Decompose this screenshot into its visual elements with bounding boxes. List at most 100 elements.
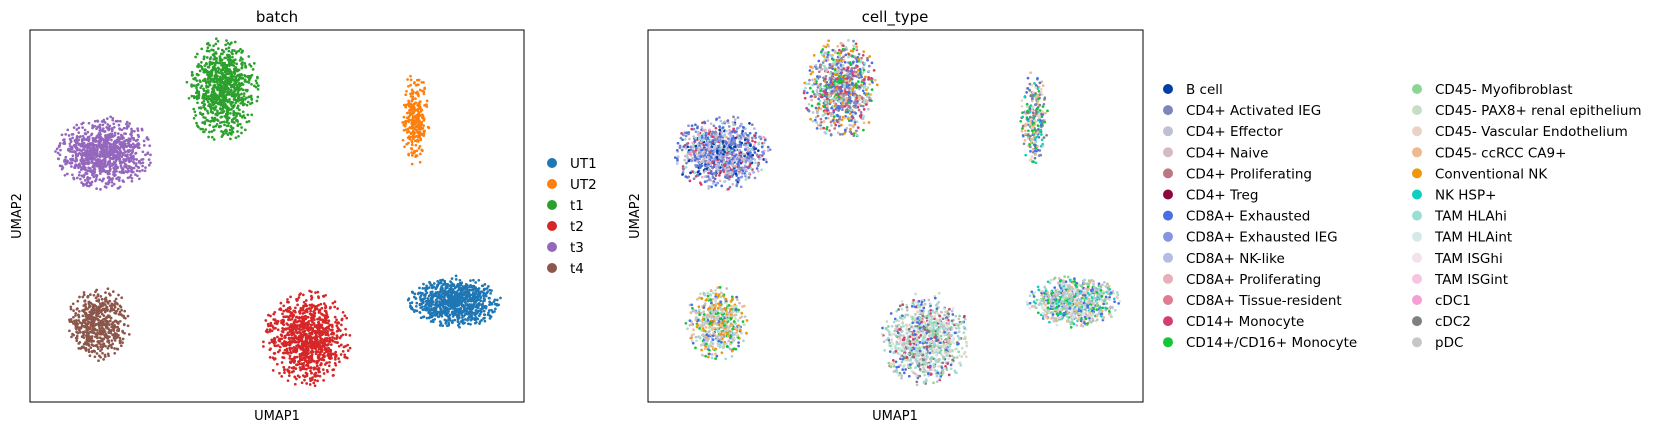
point-t4 <box>101 307 105 311</box>
point-t3 <box>99 135 103 139</box>
point-t4 <box>89 346 93 349</box>
point-t2 <box>313 336 316 339</box>
point-t1 <box>216 47 220 50</box>
point-t1 <box>212 103 215 107</box>
point-ut2 <box>405 89 408 93</box>
point-t4 <box>118 336 122 340</box>
point-ut1 <box>439 322 443 325</box>
point-t3 <box>95 135 99 138</box>
point-t4 <box>101 351 104 355</box>
point-t3 <box>143 169 147 173</box>
point-ut1 <box>441 278 445 282</box>
point-t1 <box>191 73 194 77</box>
point-t3 <box>114 144 118 148</box>
point-t2 <box>323 321 327 324</box>
point-t1 <box>203 122 207 126</box>
point-ut1 <box>471 288 475 292</box>
point-t3 <box>87 161 91 165</box>
point-t1 <box>222 63 226 67</box>
point-t3 <box>129 155 133 159</box>
cluster-points <box>406 274 502 329</box>
point-t4 <box>120 308 123 312</box>
point-t4 <box>85 323 89 327</box>
point-t1 <box>207 81 211 85</box>
point-t1 <box>227 80 231 84</box>
point-t2 <box>308 332 312 335</box>
point-t3 <box>78 151 81 155</box>
point-ut2 <box>422 124 425 127</box>
point-t1 <box>202 93 205 96</box>
point-t2 <box>318 374 322 378</box>
point-t1 <box>232 110 236 113</box>
point-t2 <box>304 348 308 351</box>
point-t1 <box>212 138 216 141</box>
point-t1 <box>213 57 217 61</box>
point-t1 <box>222 88 226 92</box>
point-t4 <box>75 330 78 334</box>
point-t2 <box>270 329 274 333</box>
point-t1 <box>241 100 245 104</box>
point-ut1 <box>465 291 468 294</box>
point-ut2 <box>408 113 412 117</box>
point-t2 <box>312 359 315 363</box>
point-ut2 <box>407 120 411 124</box>
point-t1 <box>192 84 196 87</box>
point-t3 <box>82 141 86 145</box>
point-t1 <box>192 95 196 98</box>
point-t2 <box>312 381 316 385</box>
point-t4 <box>95 313 99 317</box>
point-t2 <box>309 366 313 369</box>
point-t2 <box>308 377 312 380</box>
point-ut1 <box>483 319 487 323</box>
point-t4 <box>113 331 117 335</box>
point-t4 <box>83 319 86 322</box>
point-t2 <box>273 336 276 340</box>
legend-label: t4 <box>570 261 584 277</box>
point-ut2 <box>409 78 413 82</box>
point-t3 <box>84 153 88 156</box>
point-t3 <box>110 184 114 188</box>
point-t1 <box>210 119 214 123</box>
point-t1 <box>221 133 225 137</box>
point-t4 <box>87 317 90 321</box>
point-t3 <box>87 121 91 125</box>
point-t2 <box>287 374 291 377</box>
point-t4 <box>113 339 117 342</box>
point-ut1 <box>480 290 484 294</box>
point-ut1 <box>477 314 481 318</box>
point-t2 <box>288 343 292 347</box>
point-t2 <box>283 371 286 375</box>
point-ut2 <box>414 108 417 112</box>
point-t3 <box>90 150 93 154</box>
point-ut1 <box>450 277 454 280</box>
point-ut2 <box>420 148 424 152</box>
point-t1 <box>192 107 196 111</box>
point-t2 <box>293 348 297 351</box>
point-t3 <box>56 151 60 155</box>
point-ut2 <box>411 95 415 99</box>
point-t3 <box>134 164 138 168</box>
point-t4 <box>99 295 103 298</box>
point-t2 <box>290 311 294 315</box>
point-t2 <box>293 334 297 338</box>
point-t2 <box>313 372 316 376</box>
point-t3 <box>116 153 119 156</box>
point-ut1 <box>470 314 474 318</box>
point-t3 <box>101 123 105 127</box>
point-t4 <box>72 333 75 337</box>
point-t3 <box>132 157 136 161</box>
point-t4 <box>76 313 80 317</box>
point-ut2 <box>410 146 413 150</box>
point-t3 <box>132 166 136 170</box>
point-t1 <box>227 46 231 50</box>
point-t3 <box>137 166 141 169</box>
point-t2 <box>279 333 283 337</box>
point-t1 <box>218 124 221 128</box>
point-t1 <box>206 46 210 50</box>
point-t3 <box>112 182 116 186</box>
point-t4 <box>97 359 100 363</box>
point-t1 <box>250 98 254 101</box>
point-ut1 <box>447 321 451 325</box>
point-t3 <box>105 152 109 156</box>
point-t2 <box>311 345 315 349</box>
